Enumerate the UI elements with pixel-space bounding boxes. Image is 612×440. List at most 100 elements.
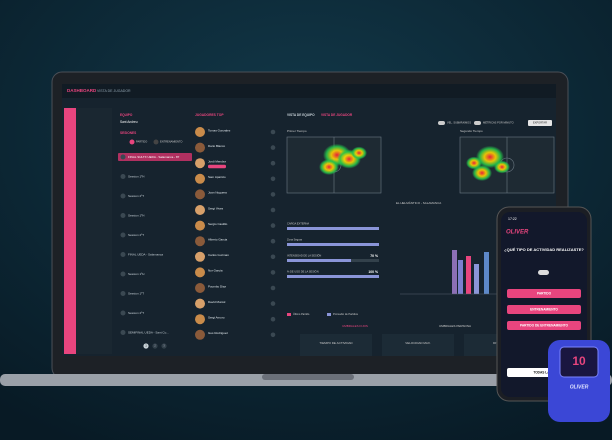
select-dot[interactable] (270, 270, 276, 275)
select-dot[interactable] (270, 129, 276, 135)
select-dot[interactable] (270, 176, 276, 182)
label: % DE USO DE LA SESIÓN (287, 269, 319, 274)
select-dot[interactable] (270, 332, 276, 338)
legend-swatch (287, 313, 291, 316)
tab-dot[interactable] (129, 139, 135, 145)
label: UMBRALES FIJOS (342, 324, 368, 328)
label: Dario Blanco (208, 144, 226, 148)
avatar (195, 220, 205, 231)
select-dot[interactable] (270, 223, 276, 228)
tracker-screen (559, 346, 599, 378)
label: Sergi Amoro (208, 315, 225, 319)
page-dot[interactable] (143, 343, 149, 349)
label: Session 1ºT (128, 291, 144, 295)
label: Jordi Mendez (208, 159, 227, 163)
select-dot[interactable] (270, 285, 276, 291)
select-dot[interactable] (270, 145, 276, 150)
label: PARTIDO DE ENTRENAMIENTO (520, 323, 569, 327)
label: Sam Aparicio (208, 175, 226, 179)
laptop-screen (62, 84, 556, 356)
session-icon (120, 271, 126, 277)
label: Session 1ºH (128, 213, 144, 217)
label: Poumbo Diaz (208, 284, 227, 288)
select-dot[interactable] (270, 207, 276, 213)
label: SEMIFINAL UEDA - Sant Cu... (128, 330, 169, 334)
label: ENTRENAMIENTO (530, 307, 558, 311)
bar (458, 260, 463, 294)
metric-fill (287, 275, 379, 278)
bar (484, 252, 489, 294)
label: Segundo Tiempo (460, 129, 483, 133)
avatar (195, 251, 205, 262)
toggle[interactable] (438, 121, 445, 125)
session-icon (120, 291, 126, 296)
label: EQUIPO (120, 113, 133, 117)
side-strip (64, 108, 76, 354)
label: VISTA DE EQUIPO (287, 113, 315, 117)
label: Último Partido (293, 311, 310, 316)
label: Zona Segura (287, 238, 303, 242)
label: 70 % (370, 254, 378, 258)
avatar (195, 142, 205, 153)
avatar (195, 283, 205, 293)
phone-option[interactable] (507, 305, 581, 314)
player-badge (208, 164, 226, 169)
label: OLIVER (570, 384, 589, 390)
label: JUGADORES TOP (195, 113, 224, 117)
page-dot[interactable] (161, 343, 167, 349)
label: DASHBOARD (67, 88, 97, 93)
avatar (195, 267, 205, 278)
label: SESIONES (120, 131, 136, 135)
page-dot[interactable] (152, 343, 158, 349)
bar (452, 250, 457, 294)
avatar (195, 173, 205, 184)
label: Gus Rodriguez (208, 331, 229, 335)
side-nav (76, 108, 112, 354)
label: Primer Tiempo (287, 129, 307, 133)
label: INTENSIDAD DE LA SESIÓN (287, 253, 321, 258)
metric-fill (287, 227, 379, 230)
select-dot[interactable] (270, 316, 276, 322)
select-dot[interactable] (270, 301, 276, 306)
label: Session 1ºH (128, 272, 144, 276)
phone-toggle[interactable] (538, 270, 549, 275)
label: PARTIDO (136, 140, 147, 144)
session-icon (120, 193, 126, 199)
bar (474, 264, 479, 294)
select-dot[interactable] (270, 160, 276, 166)
label: EL HELMÁNTICO - SALAMANCA (396, 201, 441, 205)
phone-option[interactable] (507, 289, 581, 298)
session-icon (120, 174, 126, 179)
label: Carlos Guzman (208, 253, 229, 257)
select-dot[interactable] (270, 238, 276, 244)
bar (466, 256, 471, 294)
tab-dot[interactable] (153, 139, 159, 145)
select-dot[interactable] (270, 192, 276, 197)
legend-swatch (327, 313, 331, 316)
phone-option[interactable] (507, 321, 581, 330)
label: Session 1ºH (128, 174, 144, 178)
heat-blob (466, 156, 482, 170)
label: EXPORTAR (533, 121, 547, 125)
avatar (195, 158, 205, 169)
kpi-card (382, 334, 454, 356)
label: Session 2ºT (128, 311, 144, 315)
label: David Muniol (208, 300, 226, 304)
heat-blob (351, 146, 367, 160)
label: Sergio Castillo (208, 222, 228, 226)
label: TIEMPO DE ACTIVIDAD (319, 341, 353, 345)
avatar (195, 236, 205, 247)
laptop-notch (262, 374, 354, 380)
label: VISTA DE JUGADOR (97, 89, 131, 93)
avatar (195, 205, 205, 215)
label: FINAL UEDA - Salamanca (128, 252, 163, 256)
top-bar (62, 84, 556, 98)
label: Session 2ºT (128, 194, 144, 198)
toggle[interactable] (474, 121, 481, 125)
export-button[interactable] (528, 120, 552, 126)
label: 100 % (368, 270, 378, 274)
heat-blob (494, 160, 510, 174)
select-dot[interactable] (270, 254, 276, 260)
